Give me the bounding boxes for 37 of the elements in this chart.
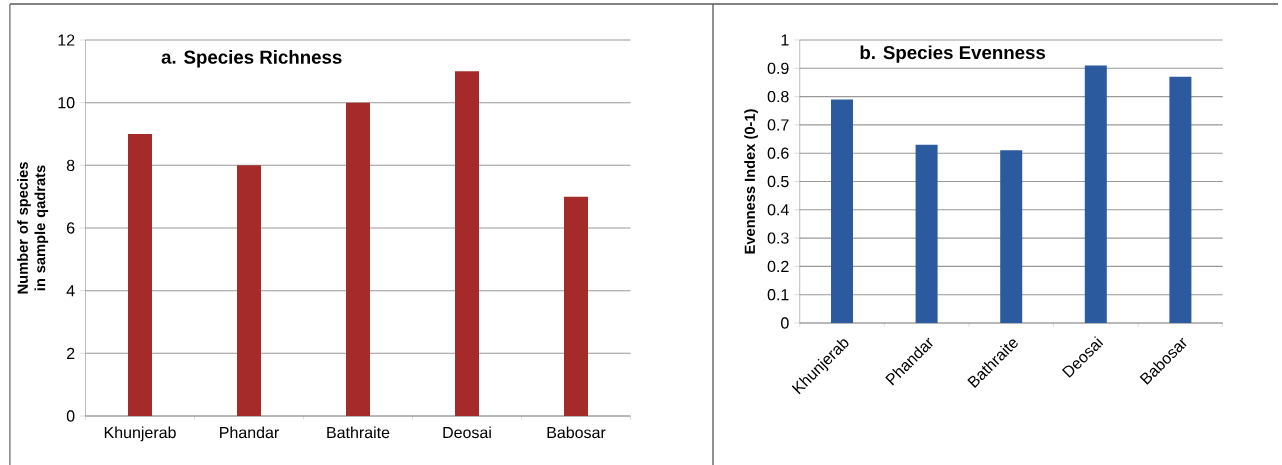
bar <box>1169 76 1192 323</box>
y-tick-label: 4 <box>66 285 75 297</box>
y-tick-label: 12 <box>58 34 75 46</box>
y-tick-label: 0.8 <box>767 90 789 103</box>
y-tick-label: 0 <box>66 410 75 422</box>
y-tick-label: 2 <box>67 347 75 359</box>
y-tick-label: 8 <box>66 159 75 171</box>
y-axis-title: Evenness Index (0-1) <box>744 109 758 254</box>
bar <box>831 99 854 323</box>
bar <box>128 134 152 416</box>
y-tick-label: 0.7 <box>767 119 789 131</box>
x-tick-label: Khunjerab <box>104 426 176 442</box>
y-tick-label: 0.4 <box>767 204 789 216</box>
y-tick-label: 0.6 <box>767 147 789 159</box>
bar <box>564 196 588 416</box>
bar <box>1084 65 1107 323</box>
bar <box>237 165 261 416</box>
y-tick-label: 0.5 <box>767 175 789 188</box>
x-tick-label: Deosai <box>443 426 491 439</box>
y-tick-label: 6 <box>67 222 75 234</box>
y-tick-label: 10 <box>58 97 75 109</box>
x-tick-label: Phandar <box>220 426 279 439</box>
text: a. Species Richness <box>161 50 342 68</box>
y-tick-label: 1 <box>781 34 789 46</box>
chart-title: b. Species Evenness <box>860 45 1046 63</box>
y-tick-label: 0 <box>781 317 789 329</box>
y-tick-label: 0.2 <box>767 260 789 273</box>
y-tick-label: 0.1 <box>767 289 789 301</box>
bar <box>346 102 370 416</box>
bar <box>915 144 938 323</box>
bar <box>455 71 479 416</box>
x-tick-label: Babosar <box>547 426 606 439</box>
y-tick-label: 0.3 <box>767 232 789 244</box>
y-axis-title: Number of species in sample qadrats <box>17 162 49 294</box>
y-tick-label: 0.9 <box>767 62 789 74</box>
bar <box>1000 150 1023 323</box>
x-tick-label: Bathraite <box>327 426 390 439</box>
